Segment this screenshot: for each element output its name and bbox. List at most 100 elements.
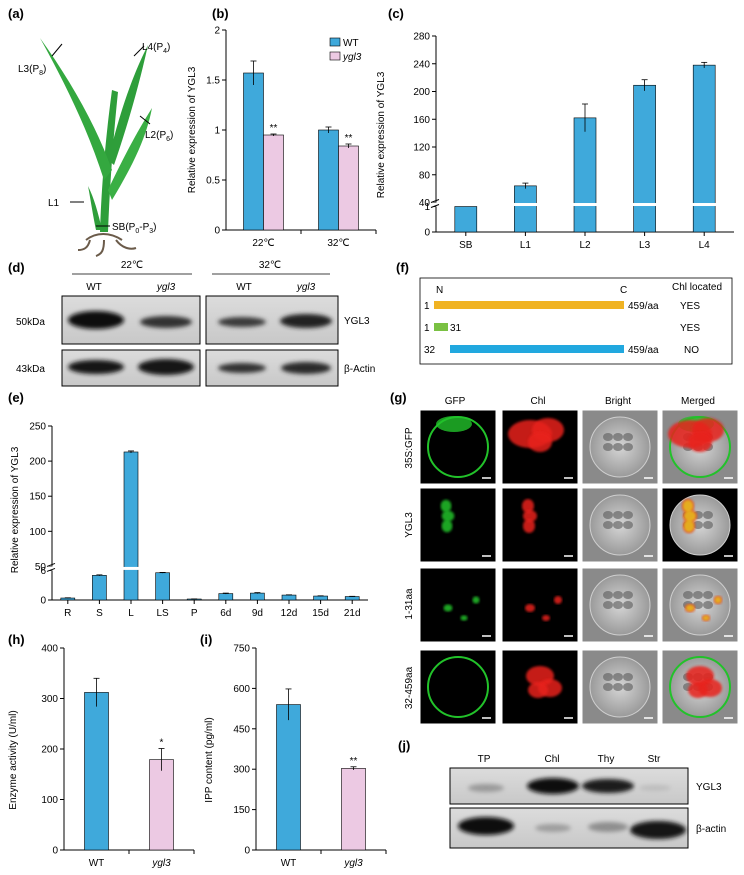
bar-SB bbox=[454, 206, 478, 233]
x-tick-label: 15d bbox=[312, 608, 329, 619]
protein-ygl3-j: YGL3 bbox=[696, 782, 722, 793]
gfp-plastid-signal bbox=[472, 596, 480, 604]
chart-b: 0 0.5 1 1.5 2 22℃ 32℃ ** ** bbox=[206, 26, 377, 249]
leaf-labels: L3(P8) L4(P4) L2(P6) L1 SB(P0-P3) bbox=[18, 42, 173, 235]
leaf-label-l2: L2(P6) bbox=[145, 130, 173, 143]
chart-e: 0 650 100 150 200 250 R S L LS P 6d 9d 12d 15d 21d bbox=[29, 422, 368, 619]
y-tick-label: 240 bbox=[413, 59, 430, 70]
chloroplast-shadow bbox=[603, 521, 613, 529]
axis-break-mark bbox=[46, 567, 56, 572]
x-tick-label: 32℃ bbox=[327, 238, 349, 249]
construct-full-length bbox=[434, 301, 624, 309]
x-tick-label: WT bbox=[89, 858, 105, 869]
chloroplast-shadow bbox=[603, 443, 613, 451]
gfp-plastid-signal bbox=[440, 499, 452, 513]
axis-break bbox=[47, 566, 57, 571]
gfp-plastid-signal bbox=[441, 519, 453, 533]
construct-3-start: 32 bbox=[424, 345, 436, 356]
chloroplast-shadow bbox=[623, 591, 633, 599]
gfp-membrane bbox=[427, 656, 489, 718]
chloroplast-shadow bbox=[623, 433, 633, 441]
y-tick-label: 80 bbox=[419, 170, 431, 181]
y-tick-label: 1.5 bbox=[206, 76, 220, 87]
y-tick-label: 160 bbox=[413, 115, 430, 126]
size-43kda: 43kDa bbox=[16, 364, 45, 375]
x-tick-label: 12d bbox=[281, 608, 298, 619]
chloroplast-shadow bbox=[603, 601, 613, 609]
x-tick-label: S bbox=[96, 608, 103, 619]
chloroplast-shadow bbox=[613, 591, 623, 599]
bar-L3 bbox=[633, 84, 656, 233]
significance-mark: ** bbox=[350, 756, 358, 767]
construct-3-located: NO bbox=[684, 345, 699, 356]
micrograph-grid bbox=[419, 409, 739, 725]
x-tick-label: P bbox=[191, 608, 198, 619]
axis-break bbox=[431, 202, 441, 207]
panel-label-g: (g) bbox=[390, 390, 407, 405]
plant-illustration bbox=[40, 38, 152, 257]
bar-9d bbox=[250, 592, 265, 601]
construct-3-end: 459/aa bbox=[628, 345, 659, 356]
bar-S bbox=[92, 575, 107, 601]
x-tick-label: L4 bbox=[699, 240, 711, 251]
gfp-signal bbox=[436, 416, 472, 432]
protein-ygl3-d: YGL3 bbox=[344, 316, 370, 327]
chloroplast-shadow bbox=[623, 511, 633, 519]
chl-signal bbox=[688, 682, 708, 698]
significance-mark: * bbox=[160, 737, 164, 748]
bar-R bbox=[60, 597, 76, 601]
bar-L bbox=[123, 451, 139, 601]
y-tick-label: 300 bbox=[233, 765, 250, 776]
y-tick-label: 2 bbox=[214, 26, 220, 37]
micrograph-1-bright bbox=[581, 487, 659, 563]
x-tick-label: 6d bbox=[220, 608, 231, 619]
gfp-plastid-signal bbox=[682, 499, 694, 513]
chart-i: 0 150 300 450 600 750 WT ygl3 ** bbox=[233, 644, 387, 869]
panel-e: (e) Relative expression of YGL3 0 650 100 1… bbox=[8, 390, 368, 619]
size-50kda: 50kDa bbox=[16, 317, 45, 328]
chloroplast-shadow bbox=[613, 521, 623, 529]
bar-WT bbox=[276, 704, 301, 851]
bar-break bbox=[632, 203, 657, 207]
micrograph-frame bbox=[419, 649, 497, 725]
micrograph-3-merged bbox=[661, 649, 739, 725]
panel-label-d: (d) bbox=[8, 260, 25, 275]
gfp-plastid-signal bbox=[441, 510, 455, 522]
micrograph-1-gfp bbox=[419, 487, 497, 563]
chl-located-header: Chl located bbox=[672, 282, 722, 293]
row-ygl3: YGL3 bbox=[404, 512, 415, 538]
panel-label-e: (e) bbox=[8, 390, 24, 405]
gfp-plastid-signal bbox=[683, 519, 695, 533]
construct-mature bbox=[450, 345, 624, 353]
x-tick-label: SB bbox=[459, 240, 473, 251]
bar-12d bbox=[281, 594, 297, 601]
construct-transit-peptide bbox=[434, 323, 448, 331]
micrograph-3-bright bbox=[581, 649, 659, 725]
legend-label-wt: WT bbox=[343, 38, 359, 49]
gfp-plastid-signal bbox=[685, 604, 695, 612]
axis-break-mark bbox=[430, 199, 440, 203]
bar-L2 bbox=[573, 117, 597, 233]
micrograph-2-gfp bbox=[419, 567, 497, 643]
bar-L4 bbox=[692, 64, 716, 233]
micrograph-3-gfp bbox=[419, 649, 497, 725]
chloroplast-shadow bbox=[613, 511, 623, 519]
lane-tp: TP bbox=[478, 754, 491, 765]
axis-break-mark bbox=[430, 204, 440, 208]
panel-label-a: (a) bbox=[8, 6, 24, 21]
gfp-plastid-signal bbox=[460, 615, 468, 621]
y-tick-label: 100 bbox=[41, 795, 58, 806]
micrograph-1-merged bbox=[661, 487, 739, 563]
y-tick-label: 50 bbox=[35, 562, 47, 573]
chloroplast-shadow bbox=[693, 591, 703, 599]
chl-signal bbox=[542, 615, 550, 621]
chloroplast-shadow bbox=[603, 673, 613, 681]
temp-label-22: 22℃ bbox=[121, 260, 143, 271]
y-tick-label: 400 bbox=[41, 644, 58, 655]
bar-WT bbox=[84, 692, 109, 851]
leaf-label-l4: L4(P4) bbox=[142, 42, 170, 55]
chloroplast-shadow bbox=[613, 673, 623, 681]
chl-signal bbox=[525, 604, 535, 612]
chloroplast-shadow bbox=[623, 683, 633, 691]
